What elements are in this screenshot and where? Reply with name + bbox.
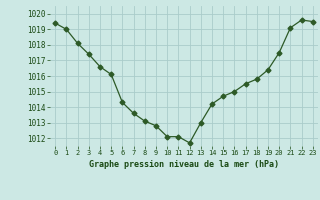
X-axis label: Graphe pression niveau de la mer (hPa): Graphe pression niveau de la mer (hPa): [89, 160, 279, 169]
